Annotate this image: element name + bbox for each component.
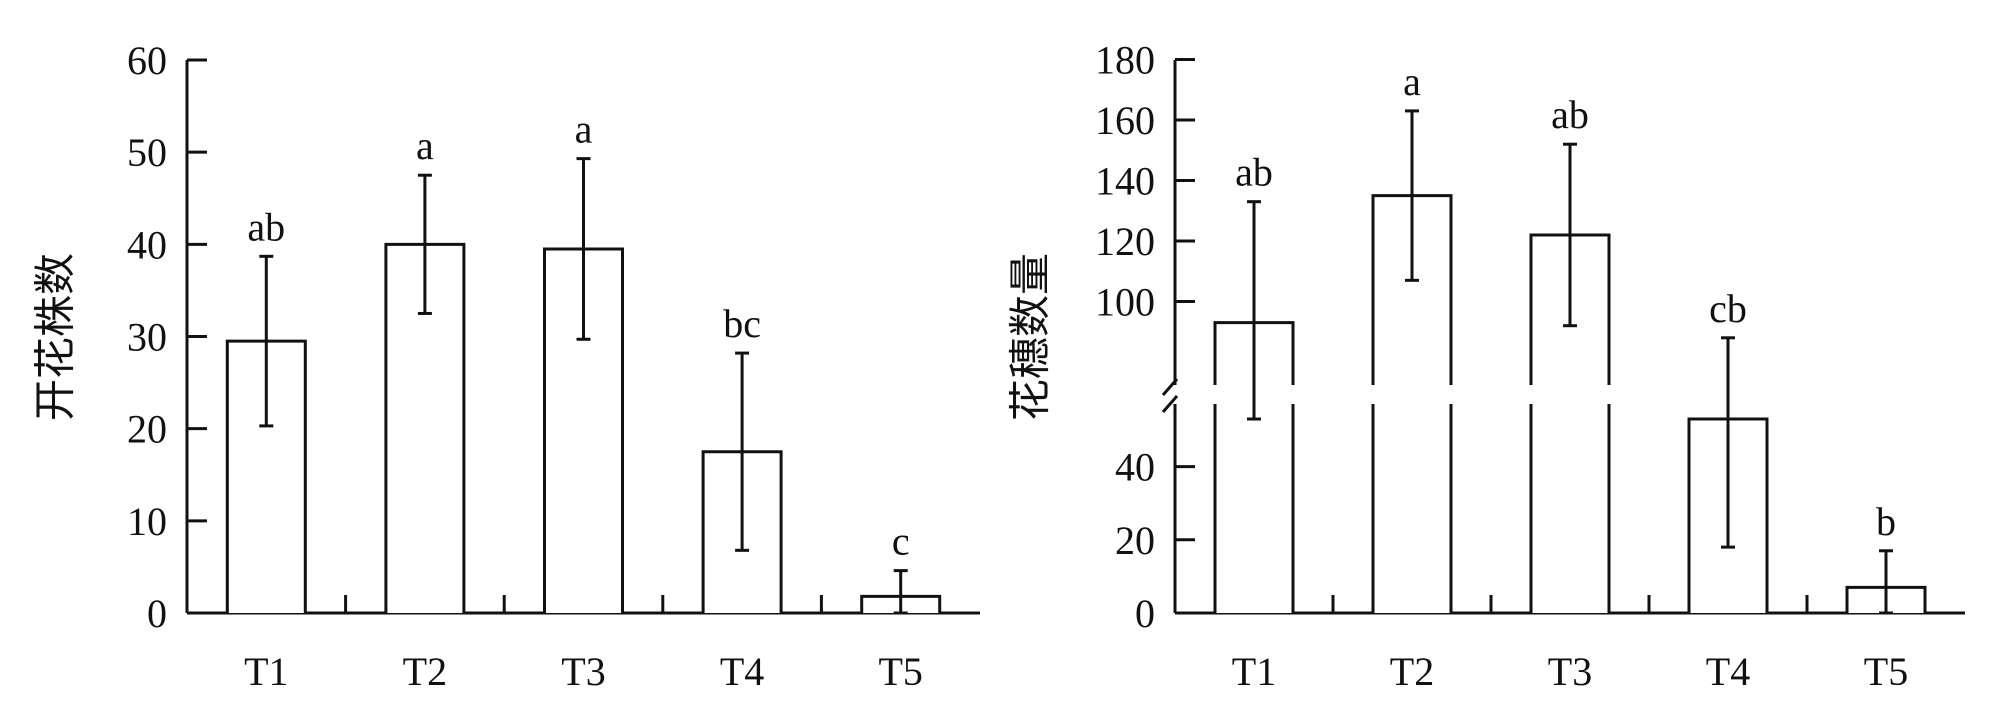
y-tick-label: 20 [1115, 518, 1155, 563]
y-tick-label: 30 [127, 315, 167, 360]
axis-break-mark [1161, 395, 1179, 413]
y-tick-label: 40 [127, 222, 167, 267]
y-tick-label: 60 [127, 38, 167, 83]
y-tick-label: 10 [127, 499, 167, 544]
category-label: T5 [1864, 649, 1908, 694]
bar-break-gap [1211, 385, 1219, 404]
y-axis-label: 开花株数 [31, 253, 80, 421]
y-tick-label: 40 [1115, 445, 1155, 490]
category-label: T5 [878, 649, 922, 694]
significance-label: b [1876, 499, 1896, 544]
chart-flowering-plants: 0 10 20 30 40 50 60 开花株数 ab T1 a T2 a T3 bc T4 c T5 [31, 38, 980, 694]
category-label: T1 [1232, 649, 1276, 694]
bar-break-gap [1289, 385, 1297, 404]
y-tick-label: 50 [127, 130, 167, 175]
category-label: T1 [244, 649, 288, 694]
y-tick-label: 140 [1095, 159, 1155, 204]
significance-label: a [575, 107, 593, 152]
bar-break-gap [1527, 385, 1535, 404]
bar-break-gap [1447, 385, 1455, 404]
significance-label: a [1403, 59, 1421, 104]
bar-break-gap [1369, 385, 1377, 404]
significance-label: c [892, 519, 910, 564]
category-label: T3 [561, 649, 605, 694]
y-tick-label: 120 [1095, 219, 1155, 264]
bar-break-gap [1605, 385, 1613, 404]
y-axis-label: 花穗数量 [1006, 253, 1055, 421]
y-tick-label: 20 [127, 407, 167, 452]
significance-label: ab [1551, 92, 1589, 137]
y-tick-label: 180 [1095, 38, 1155, 83]
category-label: T4 [720, 649, 764, 694]
significance-label: ab [247, 204, 285, 249]
chart-panicle-count: 0 20 40 100 120 140 160 180 花穗数量 ab T1 a T2 ab T3 cb T4 b… [1006, 38, 1965, 694]
axis-break-mark [1161, 378, 1179, 396]
category-label: T4 [1706, 649, 1750, 694]
significance-label: cb [1709, 286, 1747, 331]
significance-label: bc [723, 301, 761, 346]
y-tick-label: 0 [147, 591, 167, 636]
category-label: T2 [403, 649, 447, 694]
significance-label: ab [1235, 150, 1273, 195]
y-tick-label: 160 [1095, 98, 1155, 143]
category-label: T2 [1390, 649, 1434, 694]
category-label: T3 [1548, 649, 1592, 694]
y-tick-label: 0 [1135, 591, 1155, 636]
y-tick-label: 100 [1095, 280, 1155, 325]
significance-label: a [416, 123, 434, 168]
